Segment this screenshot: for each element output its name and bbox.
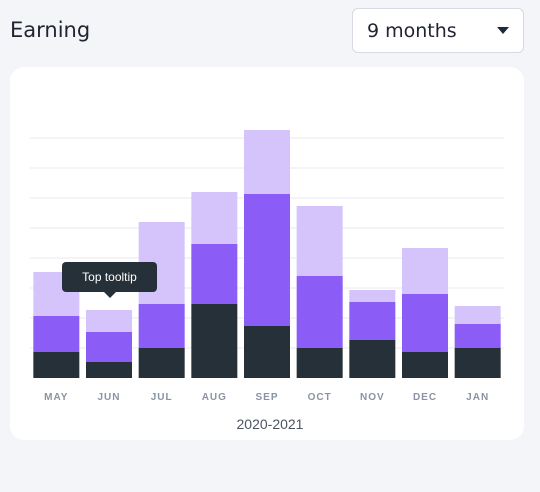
page-title: Earning [10, 18, 91, 42]
chart-tooltip: Top tooltip [62, 262, 157, 298]
x-tick-label: DEC [413, 392, 437, 403]
bar-sep-segment-1 [244, 326, 290, 378]
x-tick-label: JUL [151, 392, 173, 403]
bar-oct-segment-2 [296, 276, 343, 348]
period-select-value: 9 months [367, 19, 457, 42]
bar-jan-segment-2 [454, 324, 501, 348]
period-select[interactable]: 9 months [352, 8, 524, 53]
bar-nov-segment-1 [349, 340, 396, 378]
bar-jul-segment-1 [138, 348, 185, 378]
bar-nov-segment-2 [349, 302, 396, 340]
bar-oct-segment-3 [296, 206, 343, 276]
bar-aug-segment-3 [191, 192, 238, 244]
x-tick-label: AUG [202, 392, 227, 403]
x-tick-label: SEP [255, 392, 278, 403]
bar-may-segment-1 [33, 352, 80, 378]
bar-aug-segment-1 [191, 304, 238, 378]
x-tick-label: JAN [466, 392, 489, 403]
bar-oct-segment-1 [296, 348, 343, 378]
bar-jul-segment-2 [138, 304, 185, 348]
x-tick-label: NOV [360, 392, 385, 403]
bar-may-segment-2 [33, 316, 80, 352]
bar-aug-segment-2 [191, 244, 238, 304]
x-axis-title: 2020-2021 [236, 416, 304, 432]
bar-sep-segment-2 [244, 194, 290, 326]
x-tick-label: OCT [308, 392, 332, 403]
bar-sep-segment-3 [244, 130, 290, 194]
bar-dec-segment-1 [402, 352, 448, 378]
bar-jun-segment-2 [86, 332, 132, 362]
bar-jan-segment-1 [454, 348, 501, 378]
bar-dec-segment-2 [402, 294, 448, 352]
caret-down-icon [497, 27, 509, 34]
bar-jun-segment-1 [86, 362, 132, 378]
x-tick-label: MAY [44, 392, 68, 403]
bar-dec-segment-3 [402, 248, 448, 294]
bar-jun-segment-3 [86, 310, 132, 332]
bar-nov-segment-3 [349, 290, 396, 302]
bar-jan-segment-3 [454, 306, 501, 324]
x-tick-label: JUN [97, 392, 120, 403]
